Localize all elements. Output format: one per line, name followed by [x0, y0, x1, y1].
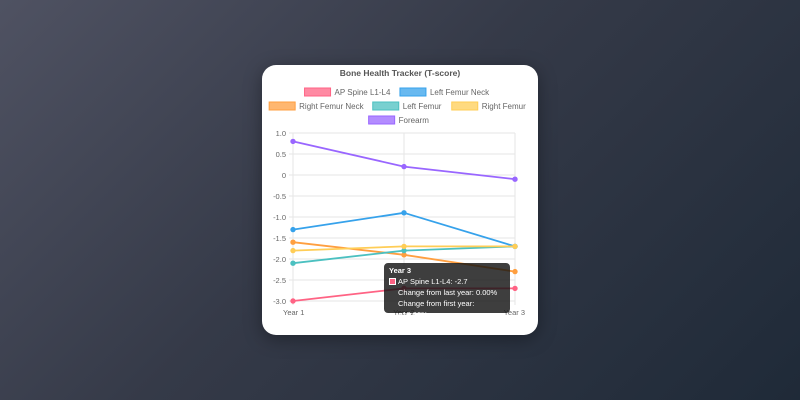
legend-label-right-femur: Right Femur [482, 102, 526, 111]
data-point-left-femur-neck [290, 226, 296, 233]
x-tick-label: Year 3 [504, 308, 525, 317]
chart-card: Bone Health Tracker (T-score) AP Spine L1… [262, 65, 538, 335]
legend-swatch-right-femur [451, 101, 479, 111]
data-point-right-femur [401, 243, 407, 250]
y-tick-label: 0.5 [276, 150, 286, 159]
data-point-ap-spine-l1-l4 [290, 298, 296, 304]
data-point-right-femur [290, 247, 296, 254]
data-point-right-femur-neck [512, 268, 518, 275]
data-point-forearm [512, 176, 518, 182]
y-tick-label: -1.0 [273, 213, 286, 222]
tooltip-label: AP Spine L1-L4: -2.7 [398, 277, 468, 286]
chart-tooltip: Year 3 AP Spine L1-L4: -2.7 Change from … [384, 263, 510, 319]
legend-swatch-left-femur-neck [399, 87, 427, 97]
legend-label-left-femur-neck: Left Femur Neck [430, 88, 490, 97]
tooltip-label-row: AP Spine L1-L4: -2.7 [389, 276, 505, 287]
data-point-left-femur-neck [401, 210, 407, 216]
data-point-left-femur [290, 260, 296, 266]
legend-swatch-left-femur [372, 101, 400, 111]
chart-title: Bone Health Tracker (T-score) [340, 68, 461, 78]
data-point-forearm [401, 163, 407, 170]
y-tick-label: -2.5 [273, 276, 286, 285]
data-point-right-femur-neck [290, 239, 296, 245]
legend-label-right-femur-neck: Right Femur Neck [299, 102, 364, 111]
tooltip-change-first-year: Change from first year: +10.00% [398, 299, 475, 319]
tooltip-swatch [389, 278, 396, 285]
y-tick-label: -1.5 [273, 234, 286, 243]
legend-swatch-forearm [368, 115, 396, 125]
tooltip-change-last-year: Change from last year: 0.00% [398, 288, 498, 297]
x-tick-label: Year 1 [283, 308, 304, 317]
y-tick-label: -0.5 [273, 192, 286, 201]
y-tick-label: -2.0 [273, 255, 286, 264]
data-point-forearm [290, 138, 296, 145]
legend-label-ap-spine-l1-l4: AP Spine L1-L4 [335, 88, 391, 97]
data-point-ap-spine-l1-l4 [512, 285, 518, 292]
legend-label-forearm: Forearm [399, 116, 430, 125]
y-tick-label: 1.0 [276, 129, 286, 138]
legend-label-left-femur: Left Femur [403, 102, 442, 111]
legend-swatch-ap-spine-l1-l4 [304, 87, 332, 97]
y-tick-label: 0 [282, 171, 286, 180]
tooltip-title: Year 3 [389, 266, 412, 275]
legend-swatch-right-femur-neck [268, 101, 296, 111]
data-point-right-femur [512, 243, 518, 250]
y-tick-label: -3.0 [273, 297, 286, 306]
